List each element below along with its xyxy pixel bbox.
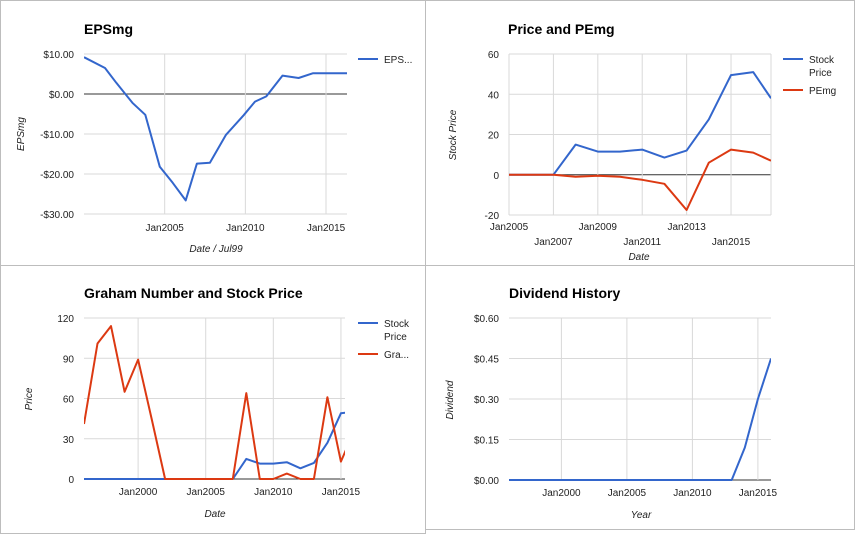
y-tick-label: 20 (488, 131, 500, 142)
price-pe-y-axis-label: Stock Price (448, 109, 459, 160)
x-tick-label: Jan2010 (673, 488, 712, 499)
y-tick-label: $0.00 (49, 90, 74, 101)
y-tick-label: 0 (68, 475, 74, 486)
x-tick-label: Jan2010 (254, 487, 293, 498)
legend-label: Stock (384, 319, 410, 330)
eps-y-axis-label: EPSmg (16, 117, 27, 151)
series-line-0 (84, 411, 345, 480)
legend-label: PEmg (809, 86, 836, 97)
y-tick-label: -$30.00 (40, 210, 74, 221)
y-tick-label: $0.60 (474, 314, 499, 325)
graham-x-axis-label: Date (204, 509, 226, 520)
y-tick-label: 90 (63, 354, 75, 365)
graham-chart-panel: Graham Number and Stock Price 120 90 60 30 0… (0, 265, 426, 534)
dividend-chart-panel: Dividend History $0.60 $0.45 $0.30 $0.15 $0.… (425, 265, 855, 530)
y-tick-label: 60 (488, 50, 500, 61)
series-line-0 (509, 71, 771, 176)
x-tick-label: Jan2000 (542, 488, 581, 499)
price-pe-x-axis-label: Date (628, 252, 650, 263)
legend-label: Price (384, 332, 407, 343)
eps-chart-panel: EPSmg $10.00 $0.00 -$10.00 -$20.00 -$30.00 J… (0, 0, 426, 266)
y-tick-label: 60 (63, 395, 75, 406)
x-tick-label: Jan2009 (579, 222, 618, 233)
legend-label: Gra... (384, 350, 409, 361)
x-tick-label: Jan2005 (145, 223, 184, 234)
dividend-chart-title: Dividend History (509, 285, 620, 301)
x-tick-label: Jan2015 (739, 488, 778, 499)
legend-label: Price (809, 68, 832, 79)
y-tick-label: -$20.00 (40, 170, 74, 181)
series-line-0 (509, 358, 771, 481)
series-line-1 (84, 325, 345, 480)
y-tick-label: -$10.00 (40, 130, 74, 141)
eps-chart: EPSmg $10.00 $0.00 -$10.00 -$20.00 -$30.00 J… (16, 21, 412, 255)
x-tick-label: Jan2015 (307, 223, 346, 234)
dividend-chart: Dividend History $0.60 $0.45 $0.30 $0.15 $0.… (445, 285, 778, 521)
x-tick-label: Jan2011 (623, 237, 661, 248)
y-tick-label: $0.45 (474, 355, 499, 366)
x-tick-label: Jan2005 (490, 222, 529, 233)
x-tick-label: Jan2005 (187, 487, 226, 498)
x-tick-label: Jan2007 (534, 237, 573, 248)
x-tick-label: Jan2010 (226, 223, 265, 234)
y-tick-label: $10.00 (43, 50, 74, 61)
series-line-0 (84, 56, 347, 202)
price-pe-chart-panel: Price and PEmg 60 40 20 0 -20 Jan2005 Jan2009… (425, 0, 855, 266)
graham-chart: Graham Number and Stock Price 120 90 60 30 0… (24, 285, 410, 520)
y-tick-label: $0.15 (474, 436, 499, 447)
y-tick-label: $0.00 (474, 476, 499, 487)
y-tick-label: $0.30 (474, 395, 499, 406)
x-tick-label: Jan2005 (608, 488, 647, 499)
y-tick-label: 120 (57, 314, 74, 325)
series-line-1 (509, 148, 771, 211)
y-tick-label: -20 (485, 211, 500, 222)
graham-chart-title: Graham Number and Stock Price (84, 285, 303, 301)
eps-x-axis-label: Date / Jul99 (189, 244, 243, 255)
x-tick-label: Jan2015 (712, 237, 751, 248)
x-tick-label: Jan2013 (667, 222, 706, 233)
y-tick-label: 40 (488, 90, 500, 101)
legend-label: Stock (809, 55, 835, 66)
dividend-y-axis-label: Dividend (445, 380, 456, 419)
eps-chart-title: EPSmg (84, 21, 133, 37)
y-tick-label: 30 (63, 435, 75, 446)
x-tick-label: Jan2015 (322, 487, 361, 498)
x-tick-label: Jan2000 (119, 487, 158, 498)
legend-label: EPS... (384, 55, 412, 66)
price-pe-chart-title: Price and PEmg (508, 21, 615, 37)
price-pe-chart: Price and PEmg 60 40 20 0 -20 Jan2005 Jan2009… (448, 21, 836, 263)
graham-y-axis-label: Price (24, 387, 35, 410)
dividend-x-axis-label: Year (631, 510, 652, 521)
y-tick-label: 0 (493, 171, 499, 182)
